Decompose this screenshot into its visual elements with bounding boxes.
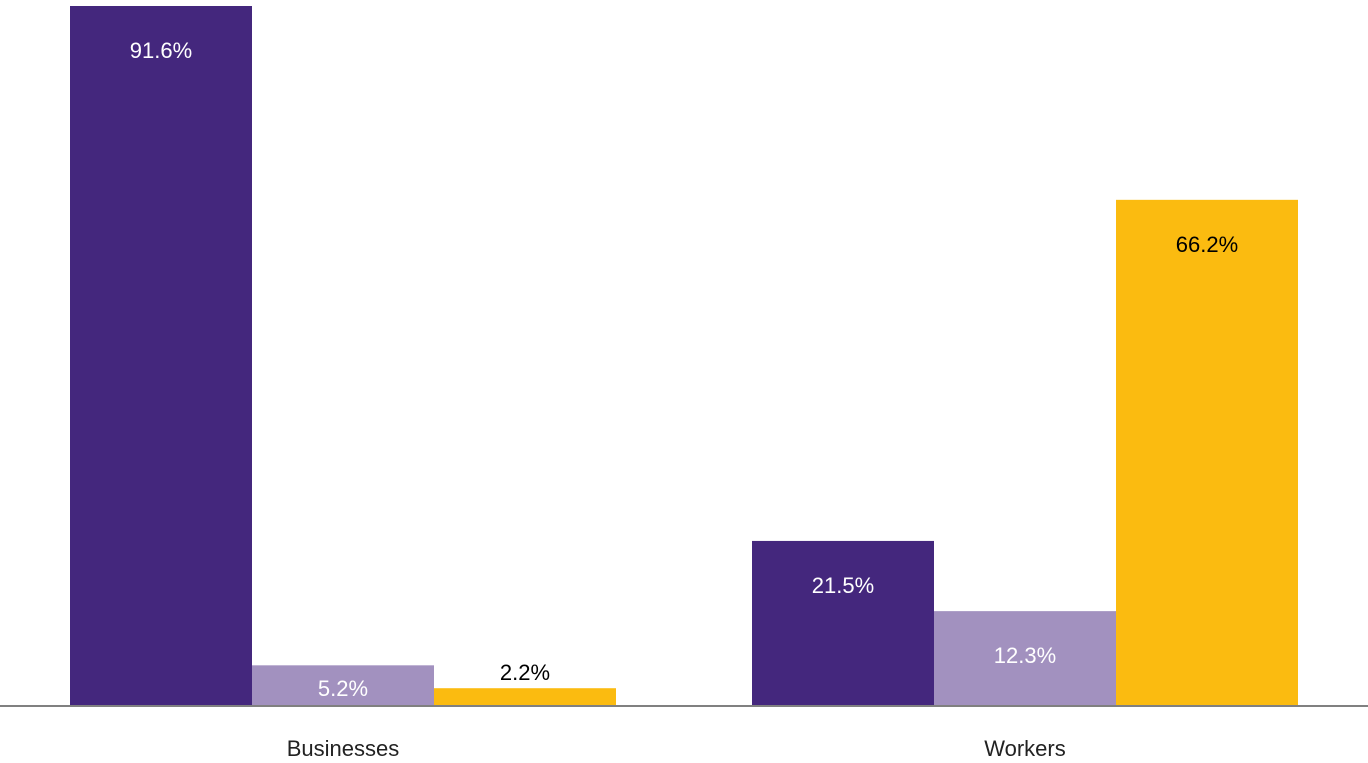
data-label-businesses-series-1: 91.6% xyxy=(130,38,192,63)
data-label-businesses-series-3: 2.2% xyxy=(500,660,550,685)
bar-workers-series-3 xyxy=(1116,199,1298,705)
category-label-workers: Workers xyxy=(984,736,1066,761)
bar-businesses-series-2 xyxy=(252,665,434,705)
data-labels-layer: 91.6% 5.2% 2.2% 21.5% 12.3% 66.2% xyxy=(130,38,1238,701)
category-label-businesses: Businesses xyxy=(287,736,400,761)
data-label-businesses-series-2: 5.2% xyxy=(318,676,368,701)
bar-businesses-series-1 xyxy=(70,6,252,705)
bar-businesses-series-3 xyxy=(434,688,616,705)
bars-layer xyxy=(70,6,1298,705)
bar-workers-series-1 xyxy=(752,540,934,705)
data-label-workers-series-3: 66.2% xyxy=(1176,232,1238,257)
bar-workers-series-2 xyxy=(934,611,1116,705)
data-label-workers-series-1: 21.5% xyxy=(812,573,874,598)
data-label-workers-series-2: 12.3% xyxy=(994,643,1056,668)
category-labels-layer: Businesses Workers xyxy=(287,736,1066,761)
